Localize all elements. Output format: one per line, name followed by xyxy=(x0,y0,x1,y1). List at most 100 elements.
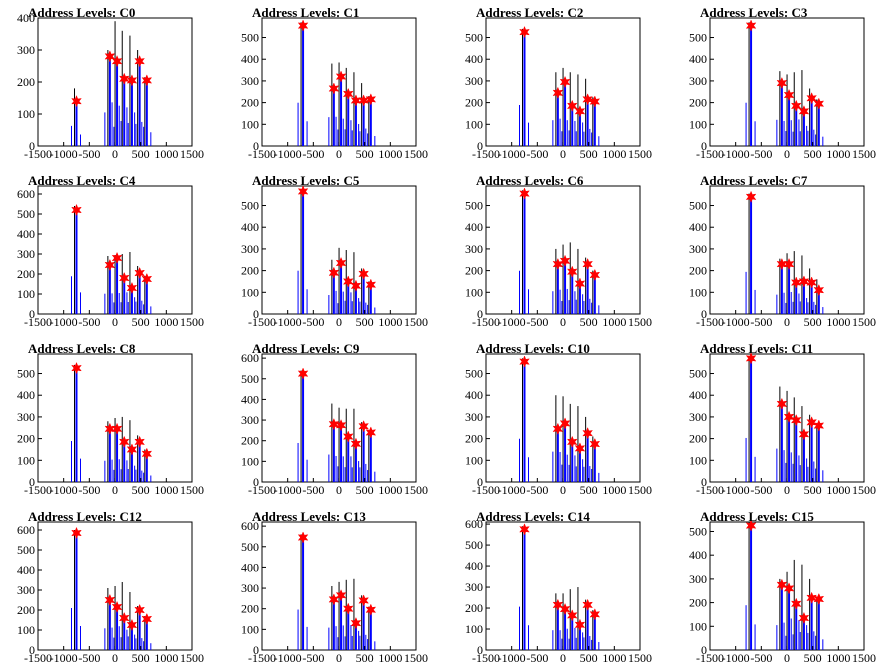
x-tick-label: -500 xyxy=(526,147,548,161)
peak-marker xyxy=(141,272,153,286)
y-tick-label: 300 xyxy=(17,43,35,57)
y-tick-label: 200 xyxy=(689,596,707,610)
peak-marker xyxy=(582,598,593,612)
x-tick-label: -1500 xyxy=(24,315,52,329)
y-tick-label: 400 xyxy=(17,227,35,241)
x-tick-label: 1000 xyxy=(378,483,402,497)
peak-marker xyxy=(328,266,340,279)
chart-title: Address Levels: C15 xyxy=(700,509,814,524)
x-tick-label: 500 xyxy=(132,483,150,497)
y-tick-label: 300 xyxy=(465,74,483,88)
x-tick-label: -1000 xyxy=(50,651,78,665)
peak-marker xyxy=(783,582,795,595)
chart-title: Address Levels: C0 xyxy=(28,5,136,20)
peak-marker xyxy=(745,352,757,365)
y-tick-label: 200 xyxy=(17,432,35,446)
y-tick-label: 100 xyxy=(17,623,35,637)
y-tick-label: 200 xyxy=(689,264,707,278)
chart-title: Address Levels: C8 xyxy=(28,341,136,356)
x-tick-label: 1500 xyxy=(404,483,428,497)
y-tick-label: 400 xyxy=(689,548,707,562)
peak-marker xyxy=(134,435,145,449)
x-tick-label: -500 xyxy=(302,147,324,161)
peak-marker xyxy=(111,251,123,265)
peak-marker xyxy=(783,88,795,102)
y-tick-label: 400 xyxy=(465,559,483,573)
y-tick-label: 200 xyxy=(465,96,483,110)
peak-marker xyxy=(552,86,564,100)
y-tick-label: 200 xyxy=(241,434,259,448)
x-tick-label: 1500 xyxy=(628,315,652,329)
peak-marker xyxy=(134,55,145,68)
peak-marker xyxy=(574,277,586,290)
peak-marker xyxy=(141,447,153,460)
peak-marker xyxy=(582,93,593,106)
peak-marker xyxy=(328,418,340,431)
chart-title: Address Levels: C9 xyxy=(252,341,360,356)
plot-area: 0 100 200 300 400 500 -1500-1000 -500 0 500 1000 15… xyxy=(17,353,204,497)
y-tick-label: 200 xyxy=(17,603,35,617)
x-tick-label: 0 xyxy=(112,147,118,161)
y-tick-label: 500 xyxy=(689,31,707,45)
x-tick-label: 1500 xyxy=(628,147,652,161)
y-tick-label: 0 xyxy=(701,475,707,489)
x-tick-label: 500 xyxy=(580,651,598,665)
x-tick-label: 1000 xyxy=(826,483,850,497)
x-tick-label: 500 xyxy=(356,315,374,329)
x-tick-label: 500 xyxy=(132,315,150,329)
peak-marker xyxy=(559,602,571,616)
peak-marker xyxy=(798,428,810,441)
y-tick-label: 500 xyxy=(17,543,35,557)
y-tick-label: 500 xyxy=(689,367,707,381)
y-tick-label: 300 xyxy=(17,247,35,261)
y-tick-label: 0 xyxy=(29,139,35,153)
peak-marker xyxy=(589,437,601,451)
peak-marker xyxy=(589,268,601,282)
peak-marker xyxy=(335,256,347,270)
y-tick-label: 200 xyxy=(17,267,35,281)
x-tick-label: -1000 xyxy=(722,315,750,329)
peak-marker xyxy=(335,589,347,602)
chart-panel: 0 100 200 300 400 500 -1500 -1000 -500 0 500 1000 15… xyxy=(672,336,896,504)
plot-area: 0 100 200 300 400 500 -1500-1000 -500 0 500 1000 15… xyxy=(689,519,876,665)
x-tick-label: -500 xyxy=(526,651,548,665)
peak-marker xyxy=(806,416,817,429)
peak-marker xyxy=(118,611,130,625)
plot-area: 0 100 200 300 400 500 -1500-1000 -500 0 500 1000 15… xyxy=(689,17,876,161)
x-tick-label: 0 xyxy=(336,483,342,497)
y-tick-label: 400 xyxy=(241,392,259,406)
y-tick-label: 600 xyxy=(241,351,259,365)
y-tick-label: 500 xyxy=(241,372,259,386)
chart-panel: 0 100 200 300 400 500 -1500 -1000 -500 0 500 1000 15… xyxy=(672,168,896,336)
y-tick-label: 300 xyxy=(17,410,35,424)
y-tick-label: 500 xyxy=(17,367,35,381)
y-tick-label: 200 xyxy=(465,601,483,615)
peak-marker xyxy=(776,76,788,90)
y-tick-label: 300 xyxy=(689,410,707,424)
peak-marker xyxy=(104,422,116,436)
peak-marker xyxy=(790,597,802,610)
x-tick-label: -500 xyxy=(78,483,100,497)
y-tick-label: 300 xyxy=(465,410,483,424)
x-tick-label: -1000 xyxy=(50,147,78,161)
peak-marker xyxy=(365,603,377,616)
plot-area: 0 100 200 300 400 500 -1500-1000 -500 0 500 1000 15… xyxy=(241,17,428,161)
x-tick-label: 0 xyxy=(560,483,566,497)
peak-marker xyxy=(806,591,817,605)
peak-marker xyxy=(71,526,82,540)
y-tick-label: 100 xyxy=(241,117,259,131)
y-tick-label: 200 xyxy=(241,602,259,616)
x-tick-label: 1500 xyxy=(180,651,204,665)
x-tick-label: -1000 xyxy=(498,147,526,161)
y-tick-label: 100 xyxy=(465,453,483,467)
peak-marker xyxy=(745,519,757,532)
x-tick-label: 500 xyxy=(804,315,822,329)
peak-marker xyxy=(519,523,530,536)
y-tick-label: 0 xyxy=(477,475,483,489)
peak-marker xyxy=(798,105,810,118)
y-tick-label: 100 xyxy=(689,619,707,633)
x-tick-label: -500 xyxy=(78,147,100,161)
peak-marker xyxy=(71,203,82,217)
peak-marker xyxy=(104,593,116,607)
peak-marker xyxy=(582,427,593,440)
